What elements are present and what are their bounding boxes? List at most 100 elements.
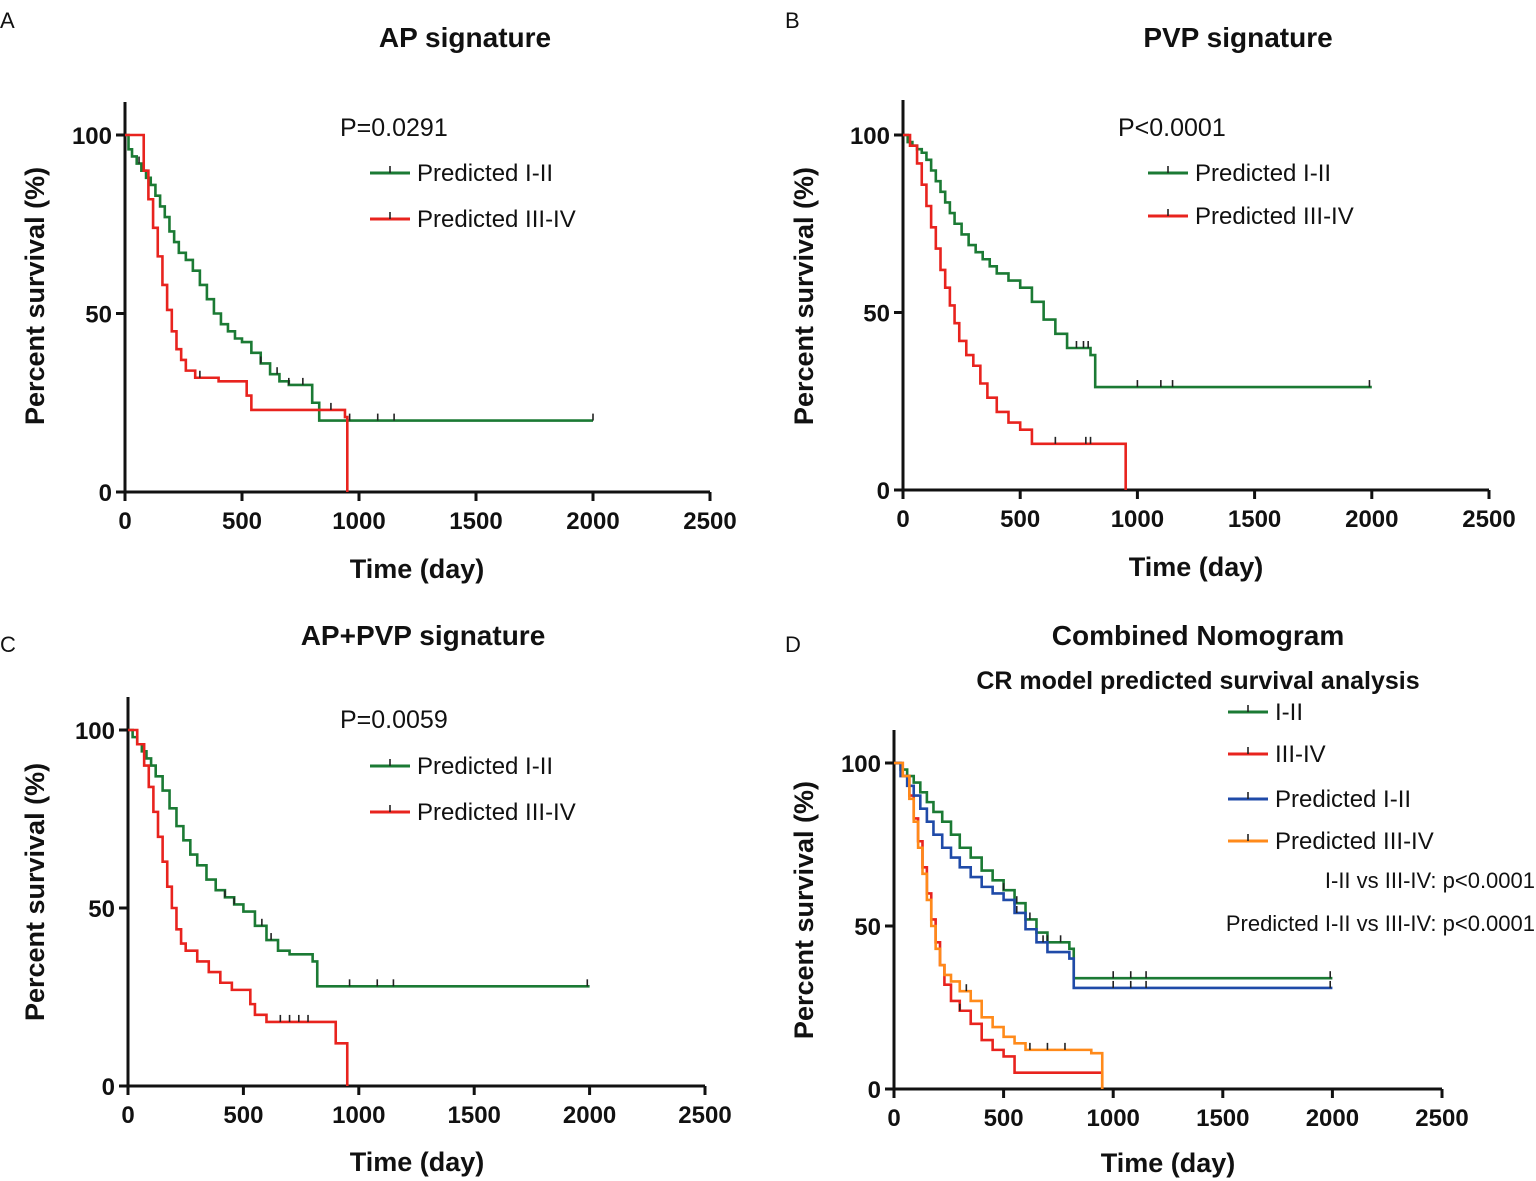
y-tick-label: 100 [850, 123, 890, 150]
series-predicted-iii-iv [894, 761, 1104, 1089]
x-axis-label: Time (day) [1101, 1148, 1236, 1178]
legend-label: Predicted III-IV [417, 206, 576, 233]
series-predicted-iii-iv [125, 133, 349, 492]
legend-item: Predicted III-IV [1148, 203, 1354, 230]
x-tick-label: 1000 [332, 1102, 385, 1129]
legend-item: I-II [1228, 699, 1303, 726]
legend-label: Predicted I-II [417, 753, 553, 780]
series-iii-iv [894, 761, 1104, 1089]
legend-item: III-IV [1228, 741, 1326, 768]
y-axis-label: Percent survival (%) [20, 763, 50, 1021]
x-tick-label: 2500 [1462, 506, 1515, 533]
x-tick-label: 1500 [1196, 1105, 1249, 1132]
chart-title: Combined Nomogram [1052, 620, 1344, 651]
panel-letter: A [0, 8, 15, 33]
x-axis-label: Time (day) [1129, 552, 1264, 582]
series-predicted-i-ii [128, 728, 590, 988]
survival-curve [903, 133, 1372, 389]
p-value: P<0.0001 [1118, 114, 1226, 142]
y-tick-label: 0 [99, 480, 112, 507]
survival-curve [894, 761, 1333, 980]
x-tick-label: 2000 [1345, 506, 1398, 533]
series-predicted-iii-iv [128, 728, 349, 1086]
x-tick-label: 2500 [678, 1102, 731, 1129]
y-axis-label: Percent survival (%) [20, 167, 50, 425]
chart-subtitle: CR model predicted survival analysis [976, 667, 1419, 695]
series-predicted-i-ii [125, 133, 594, 422]
y-axis-label: Percent survival (%) [789, 167, 819, 425]
survival-curve [125, 133, 349, 492]
y-tick-label: 0 [102, 1074, 115, 1101]
survival-curve [128, 728, 590, 988]
x-tick-label: 1500 [1228, 506, 1281, 533]
legend-item: Predicted III-IV [370, 206, 576, 233]
x-axis-label: Time (day) [350, 554, 485, 584]
y-tick-label: 0 [877, 478, 890, 505]
comparison-stat: Predicted I-II vs III-IV: p<0.0001 [1226, 911, 1535, 936]
legend-label: Predicted I-II [1275, 786, 1411, 813]
x-tick-label: 2500 [683, 508, 736, 535]
x-tick-label: 2500 [1415, 1105, 1468, 1132]
panel-d: D Combined Nomogram CR model predicted sur… [785, 620, 1535, 1178]
series-predicted-i-ii [903, 133, 1372, 389]
survival-curve [894, 761, 1104, 1089]
legend-item: Predicted I-II [1228, 786, 1411, 813]
x-tick-label: 1000 [1111, 506, 1164, 533]
y-tick-label: 50 [854, 914, 881, 941]
legend-item: Predicted I-II [370, 160, 553, 187]
legend-label: Predicted III-IV [1275, 828, 1434, 855]
legend-label: Predicted III-IV [1195, 203, 1354, 230]
legend-label: III-IV [1275, 741, 1326, 768]
y-tick-label: 50 [88, 896, 115, 923]
chart-title: AP signature [379, 22, 551, 53]
legend-item: Predicted III-IV [1228, 828, 1434, 855]
x-tick-label: 2000 [1306, 1105, 1359, 1132]
series-predicted-iii-iv [903, 133, 1127, 490]
survival-curve [128, 728, 349, 1086]
x-tick-label: 1000 [332, 508, 385, 535]
x-tick-label: 0 [887, 1105, 900, 1132]
survival-curve [894, 761, 1333, 990]
x-tick-label: 1000 [1087, 1105, 1140, 1132]
panel-letter: C [0, 632, 16, 657]
x-tick-label: 500 [222, 508, 262, 535]
y-tick-label: 100 [841, 751, 881, 778]
y-tick-label: 50 [863, 301, 890, 328]
legend-item: Predicted I-II [370, 753, 553, 780]
x-tick-label: 1500 [449, 508, 502, 535]
legend-label: Predicted III-IV [417, 799, 576, 826]
survival-curve [894, 761, 1104, 1089]
legend-label: I-II [1275, 699, 1303, 726]
x-tick-label: 500 [984, 1105, 1024, 1132]
chart-title: AP+PVP signature [301, 620, 546, 651]
chart-title: PVP signature [1143, 22, 1332, 53]
y-tick-label: 0 [868, 1077, 881, 1104]
panel-letter: B [785, 8, 800, 33]
x-axis-label: Time (day) [350, 1147, 485, 1177]
legend-item: Predicted I-II [1148, 160, 1331, 187]
comparison-stat: I-II vs III-IV: p<0.0001 [1325, 868, 1535, 893]
panel-letter: D [785, 632, 801, 657]
series-i-ii [894, 761, 1333, 980]
legend-label: Predicted I-II [417, 160, 553, 187]
p-value: P=0.0059 [340, 706, 448, 734]
y-axis-label: Percent survival (%) [789, 781, 819, 1039]
x-tick-label: 1500 [448, 1102, 501, 1129]
x-tick-label: 500 [1000, 506, 1040, 533]
y-tick-label: 50 [85, 302, 112, 329]
p-value: P=0.0291 [340, 114, 448, 142]
series-predicted-i-ii [894, 761, 1333, 990]
legend-label: Predicted I-II [1195, 160, 1331, 187]
x-tick-label: 500 [223, 1102, 263, 1129]
x-tick-label: 0 [118, 508, 131, 535]
survival-curve [903, 133, 1127, 490]
x-tick-label: 2000 [566, 508, 619, 535]
y-tick-label: 100 [72, 123, 112, 150]
x-tick-label: 2000 [563, 1102, 616, 1129]
legend-item: Predicted III-IV [370, 799, 576, 826]
x-tick-label: 0 [121, 1102, 134, 1129]
